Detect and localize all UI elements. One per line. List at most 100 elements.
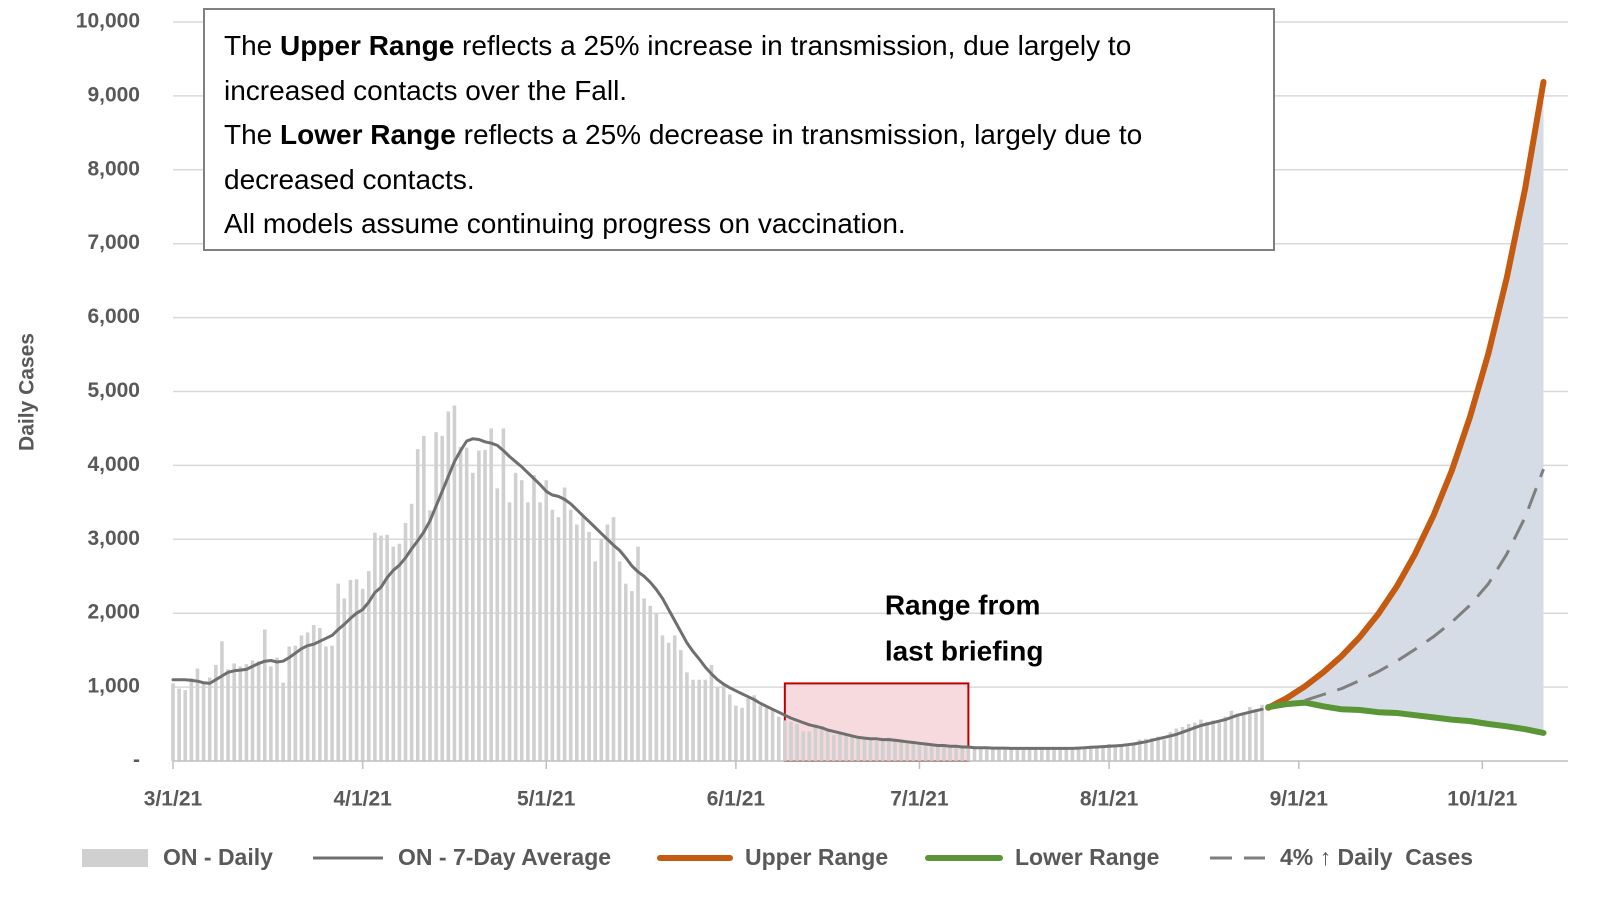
bar [232,663,236,761]
bar [1015,747,1020,761]
bar [348,579,353,761]
bar [201,682,206,761]
bar [966,747,971,761]
bar [770,709,775,761]
bar [311,625,316,761]
bar [1095,745,1099,761]
bar [666,642,671,761]
bar [856,738,861,761]
bar [324,646,328,761]
bar [1058,749,1062,761]
bar [783,720,787,761]
note-text: All models assume continuing progress on… [224,208,906,239]
legend-item: Upper Range [657,844,888,870]
range-box-label: last briefing [885,635,1044,666]
legend-item: ON - Daily [82,844,273,870]
x-tick-label: 7/1/21 [890,788,949,811]
note-paragraph: The Lower Range reflects a 25% decrease … [224,113,1213,202]
bar [1033,748,1038,761]
bar [1131,742,1136,761]
bar [483,449,487,761]
bar [1009,749,1014,761]
bar [660,635,665,761]
y-tick-label: 3,000 [87,527,140,550]
x-tick-label: 9/1/21 [1270,788,1329,811]
bar [1235,713,1240,761]
bar [1211,720,1215,761]
y-tick-label: 5,000 [87,379,140,402]
bar [250,660,255,761]
bar [636,546,640,761]
bar [954,746,958,761]
y-tick-label: - [133,749,140,772]
bar [752,695,757,761]
bar [293,645,298,761]
bar [1174,728,1179,761]
y-tick-label: 2,000 [87,601,140,624]
bar [507,502,512,761]
bar [360,588,365,761]
bar [617,561,622,761]
bar [697,679,701,761]
bar [648,605,653,761]
x-tick-label: 10/1/21 [1447,788,1517,811]
legend-item: ON - 7-Day Average [313,844,611,870]
bar [1186,724,1191,761]
bar [1205,721,1209,761]
bar [1241,712,1246,761]
bar [942,745,946,761]
bar [715,687,720,761]
bar [562,487,567,761]
bar [440,435,445,761]
legend-swatch [82,849,148,867]
bar [776,716,781,761]
bar [1027,749,1032,761]
bar [630,591,634,761]
bar [1223,716,1228,761]
bar [825,730,830,761]
y-tick-label: 7,000 [87,231,140,254]
bar [727,694,732,761]
bar [746,698,750,761]
bar [868,740,873,761]
bar [458,446,463,761]
bar [464,447,469,761]
bar [923,744,928,761]
bar [972,748,977,761]
bar [373,532,377,761]
bar [813,724,818,761]
bar [734,705,738,761]
legend-label: Upper Range [745,844,888,870]
bar [795,724,799,761]
bar [281,682,285,761]
x-tick-label: 3/1/21 [144,788,203,811]
bar [538,502,542,761]
series-line [1304,468,1545,702]
bar [1040,749,1044,761]
bar [1144,738,1148,761]
bar [1113,744,1118,761]
y-tick-label: 9,000 [87,83,140,106]
bar [519,480,524,761]
bar [415,449,420,761]
bar [893,739,897,761]
bar [532,475,536,761]
legend-label: Lower Range [1015,844,1159,870]
bar [960,746,965,761]
bar [654,613,659,761]
bar [354,579,359,761]
note-text: The [224,30,281,61]
bar [183,690,188,761]
bar [446,411,451,761]
bar [428,510,432,761]
bar [1003,748,1007,761]
bar [1180,727,1185,761]
y-tick-label: 10,000 [76,10,140,33]
bar [1101,746,1105,761]
bar [764,707,769,761]
bar [685,672,689,761]
bar [844,734,848,761]
bar [911,742,916,761]
